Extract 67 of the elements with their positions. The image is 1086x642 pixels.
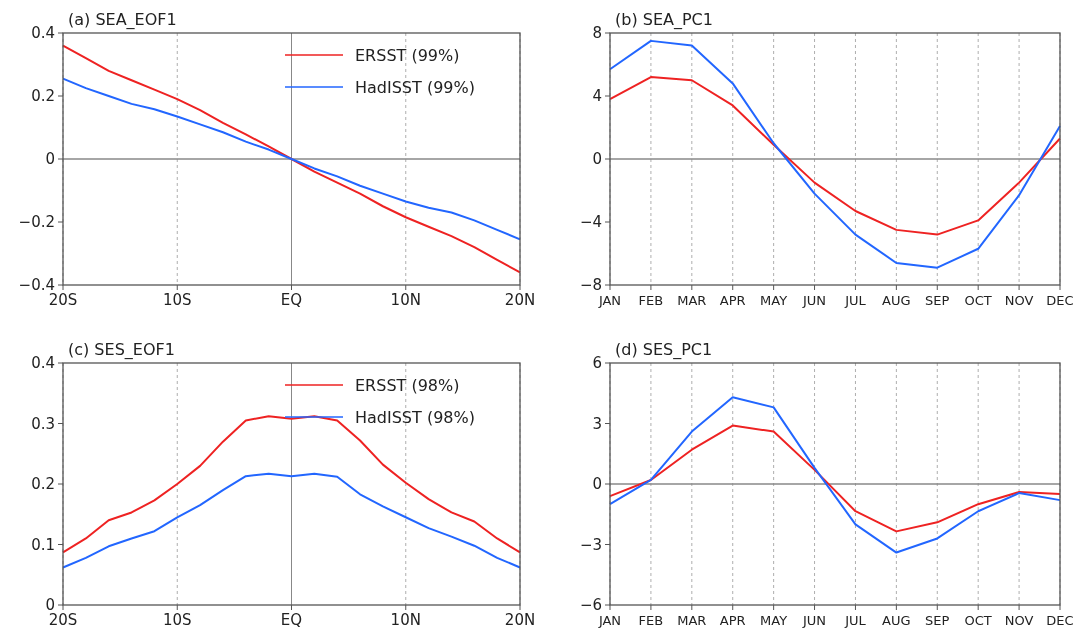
x-tick-label: EQ	[280, 611, 303, 629]
x-tick-label: AUG	[882, 613, 911, 628]
y-tick-label: 0.3	[31, 414, 55, 433]
x-tick-label: NOV	[1004, 613, 1034, 628]
x-tick-label: MAY	[760, 613, 788, 628]
y-tick-label: 6	[592, 354, 602, 373]
x-tick-label: JUL	[844, 613, 867, 628]
x-tick-label: APR	[719, 293, 746, 308]
line-series	[609, 396, 1061, 554]
y-tick-label: −8	[579, 276, 602, 295]
x-tick-label: 20S	[48, 291, 78, 309]
legend-label: HadISST (98%)	[355, 407, 475, 427]
y-tick-label: 0	[45, 150, 55, 169]
x-tick-label: MAR	[677, 613, 707, 628]
line-series	[62, 44, 521, 274]
y-tick-label: −6	[579, 596, 602, 615]
x-tick-label: FEB	[638, 613, 664, 628]
line-series	[62, 472, 521, 569]
x-tick-label: 20S	[48, 611, 78, 629]
y-tick-label: −4	[579, 213, 602, 232]
y-tick-label: 0.2	[31, 87, 55, 106]
line-series	[609, 424, 1061, 533]
y-tick-label: 0.1	[31, 535, 55, 554]
line-series	[62, 77, 521, 241]
y-tick-label: 0.4	[31, 354, 55, 373]
y-tick-label: 4	[592, 87, 602, 106]
y-tick-label: 0	[592, 475, 602, 494]
legend-label: HadISST (99%)	[355, 77, 475, 97]
x-tick-label: EQ	[280, 291, 303, 309]
x-tick-label: FEB	[638, 293, 664, 308]
x-tick-label: APR	[719, 613, 746, 628]
line-series	[609, 76, 1061, 236]
x-tick-label: DEC	[1046, 293, 1074, 308]
x-tick-label: 10S	[162, 291, 192, 309]
x-tick-label: JAN	[597, 293, 622, 308]
y-tick-label: −3	[579, 535, 602, 554]
x-tick-label: 10S	[162, 611, 192, 629]
x-tick-label: JUN	[802, 613, 827, 628]
x-tick-label: 20N	[504, 611, 536, 629]
x-tick-label: OCT	[964, 293, 992, 308]
x-tick-label: AUG	[882, 293, 911, 308]
x-tick-label: SEP	[925, 293, 950, 308]
chart-title: (a) SEA_EOF1	[68, 10, 177, 30]
y-tick-label: 0.2	[31, 475, 55, 494]
line-series	[609, 39, 1061, 269]
x-tick-label: MAR	[677, 293, 707, 308]
y-tick-label: 3	[592, 414, 602, 433]
y-tick-label: −0.2	[18, 213, 55, 232]
x-tick-label: JAN	[597, 613, 622, 628]
x-tick-label: 10N	[390, 611, 421, 629]
y-tick-label: 8	[592, 24, 602, 43]
chart-title: (b) SEA_PC1	[615, 10, 713, 30]
x-tick-label: OCT	[964, 613, 992, 628]
x-tick-label: SEP	[925, 613, 950, 628]
x-tick-label: DEC	[1046, 613, 1074, 628]
chart-title: (c) SES_EOF1	[68, 340, 175, 360]
x-tick-label: MAY	[760, 293, 788, 308]
y-tick-label: 0	[592, 150, 602, 169]
x-tick-label: 10N	[390, 291, 421, 309]
legend-label: ERSST (99%)	[355, 45, 460, 65]
x-tick-label: JUN	[802, 293, 827, 308]
legend-label: ERSST (98%)	[355, 375, 460, 395]
x-tick-label: JUL	[844, 293, 867, 308]
x-tick-label: 20N	[504, 291, 536, 309]
y-tick-label: 0.4	[31, 24, 55, 43]
x-tick-label: NOV	[1004, 293, 1034, 308]
chart-title: (d) SES_PC1	[615, 340, 713, 360]
